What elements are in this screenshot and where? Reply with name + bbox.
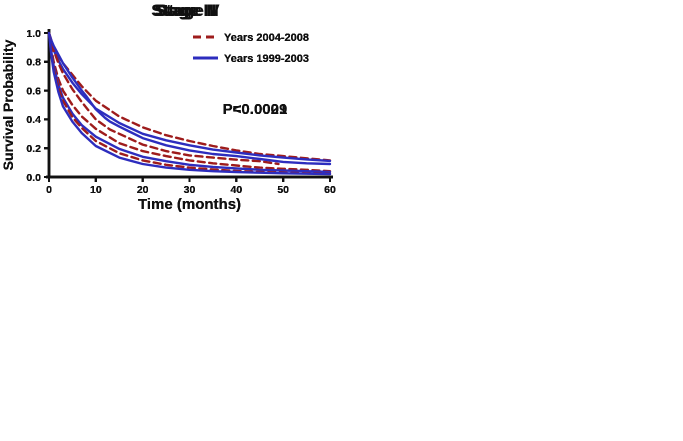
panel-title-stage-ii: Stage II <box>154 1 217 20</box>
panel-stage-iv: Stage IV 0.0 0.2 0.4 0.6 0.8 1.0 0 10 20 30 40 50 60… <box>0 0 341 220</box>
x-axis-title: Time (months) <box>138 196 241 213</box>
x-tick-label: 0 <box>46 184 52 196</box>
x-tick-label: 50 <box>277 184 289 196</box>
survival-curve-years-2004-2008 <box>47 31 332 173</box>
y-tick-label: 0.0 <box>26 172 41 184</box>
legend-label: Years 2004-2008 <box>224 32 309 44</box>
x-tick-label: 0 <box>46 184 52 196</box>
y-tick-label: 0.6 <box>26 85 41 97</box>
x-tick-label: 50 <box>277 184 289 196</box>
x-axis-title: Time (months) <box>138 196 241 213</box>
y-tick-label: 0.2 <box>26 143 41 155</box>
y-tick-label: 0.4 <box>26 114 41 126</box>
y-tick-label: 0.8 <box>26 57 41 69</box>
panel-stage-ii: Stage II 0.0 0.2 0.4 0.6 0.8 1.0 0 10 20 30 40 50 60… <box>0 0 341 220</box>
x-tick-label: 50 <box>277 184 289 196</box>
x-tick-label: 30 <box>184 184 196 196</box>
y-axis-title: Survival Probability <box>0 39 16 170</box>
legend-label: Years 1999-2003 <box>224 53 309 65</box>
x-tick-label: 30 <box>184 184 196 196</box>
y-tick-label: 1.0 <box>26 28 41 40</box>
y-axis-title: Survival Probability <box>0 39 16 170</box>
x-tick-label: 50 <box>277 184 289 196</box>
legend-label: Years 2004-2008 <box>224 32 309 44</box>
survival-curve-years-1999-2003 <box>47 31 332 166</box>
x-axis-title: Time (months) <box>138 196 241 213</box>
x-tick-label: 20 <box>137 184 149 196</box>
y-tick-label: 0.8 <box>26 57 41 69</box>
x-tick-label: 40 <box>230 184 242 196</box>
stage-ii-plot: 0.0 0.2 0.4 0.6 0.8 1.0 0 10 20 30 40 50 60 Time (mon… <box>0 28 336 213</box>
p-value-label: P<0.0001 <box>223 101 288 118</box>
legend-label: Years 2004-2008 <box>224 32 309 44</box>
x-tick-label: 20 <box>137 184 149 196</box>
panel-title-stage-i: Stage I <box>156 1 215 20</box>
x-tick-label: 10 <box>90 184 102 196</box>
y-tick-label: 0.8 <box>26 57 41 69</box>
x-tick-label: 0 <box>46 184 52 196</box>
y-tick-label: 0.0 <box>26 172 41 184</box>
y-tick-label: 1.0 <box>26 28 41 40</box>
y-tick-label: 0.2 <box>26 143 41 155</box>
x-tick-label: 0 <box>46 184 52 196</box>
y-tick-label: 1.0 <box>26 28 41 40</box>
y-tick-label: 0.4 <box>26 114 41 126</box>
legend-label: Years 1999-2003 <box>224 53 309 65</box>
survival-curve-years-2004-2008 <box>47 31 280 166</box>
stage-iv-plot: 0.0 0.2 0.4 0.6 0.8 1.0 0 10 20 30 40 50 60 Time (mon… <box>0 28 336 213</box>
panel-title-stage-iii: Stage III <box>152 1 219 20</box>
p-value-label: P<0.0001 <box>223 101 288 118</box>
y-tick-label: 0.2 <box>26 143 41 155</box>
y-axis-title: Survival Probability <box>0 39 16 170</box>
p-value-label: P=0.0029 <box>223 101 288 118</box>
y-tick-label: 0.4 <box>26 114 41 126</box>
y-tick-label: 0.4 <box>26 114 41 126</box>
x-tick-label: 10 <box>90 184 102 196</box>
p-value-label: P<0.0001 <box>223 101 288 118</box>
x-tick-label: 60 <box>324 184 336 196</box>
x-tick-label: 10 <box>90 184 102 196</box>
x-tick-label: 60 <box>324 184 336 196</box>
x-tick-label: 20 <box>137 184 149 196</box>
x-tick-label: 40 <box>230 184 242 196</box>
y-axis-title: Survival Probability <box>0 39 16 170</box>
y-tick-label: 0.8 <box>26 57 41 69</box>
x-tick-label: 60 <box>324 184 336 196</box>
panel-title-stage-iv: Stage IV <box>151 1 220 20</box>
survival-curve-years-1999-2003 <box>47 31 332 176</box>
x-tick-label: 60 <box>324 184 336 196</box>
legend-label: Years 1999-2003 <box>224 53 309 65</box>
legend-label: Years 2004-2008 <box>224 32 309 44</box>
y-tick-label: 0.0 <box>26 172 41 184</box>
y-tick-label: 0.0 <box>26 172 41 184</box>
legend-label: Years 1999-2003 <box>224 53 309 65</box>
y-tick-label: 1.0 <box>26 28 41 40</box>
x-tick-label: 10 <box>90 184 102 196</box>
y-tick-label: 0.6 <box>26 85 41 97</box>
y-tick-label: 0.6 <box>26 85 41 97</box>
x-tick-label: 40 <box>230 184 242 196</box>
y-tick-label: 0.2 <box>26 143 41 155</box>
x-tick-label: 30 <box>184 184 196 196</box>
x-tick-label: 20 <box>137 184 149 196</box>
y-tick-label: 0.6 <box>26 85 41 97</box>
x-tick-label: 40 <box>230 184 242 196</box>
x-tick-label: 30 <box>184 184 196 196</box>
x-axis-title: Time (months) <box>138 196 241 213</box>
